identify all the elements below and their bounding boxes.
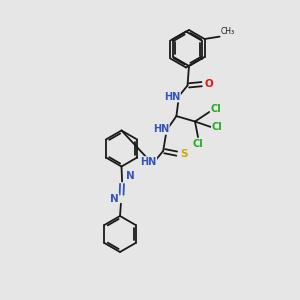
Text: S: S [180,149,188,159]
Text: Cl: Cl [193,139,203,149]
Text: HN: HN [164,92,180,102]
Text: CH₃: CH₃ [221,27,235,36]
Text: HN: HN [153,124,169,134]
Text: Cl: Cl [212,122,223,132]
Text: N: N [126,171,135,181]
Text: O: O [204,79,213,89]
Text: N: N [110,194,118,204]
Text: Cl: Cl [211,104,221,114]
Text: HN: HN [140,157,156,167]
